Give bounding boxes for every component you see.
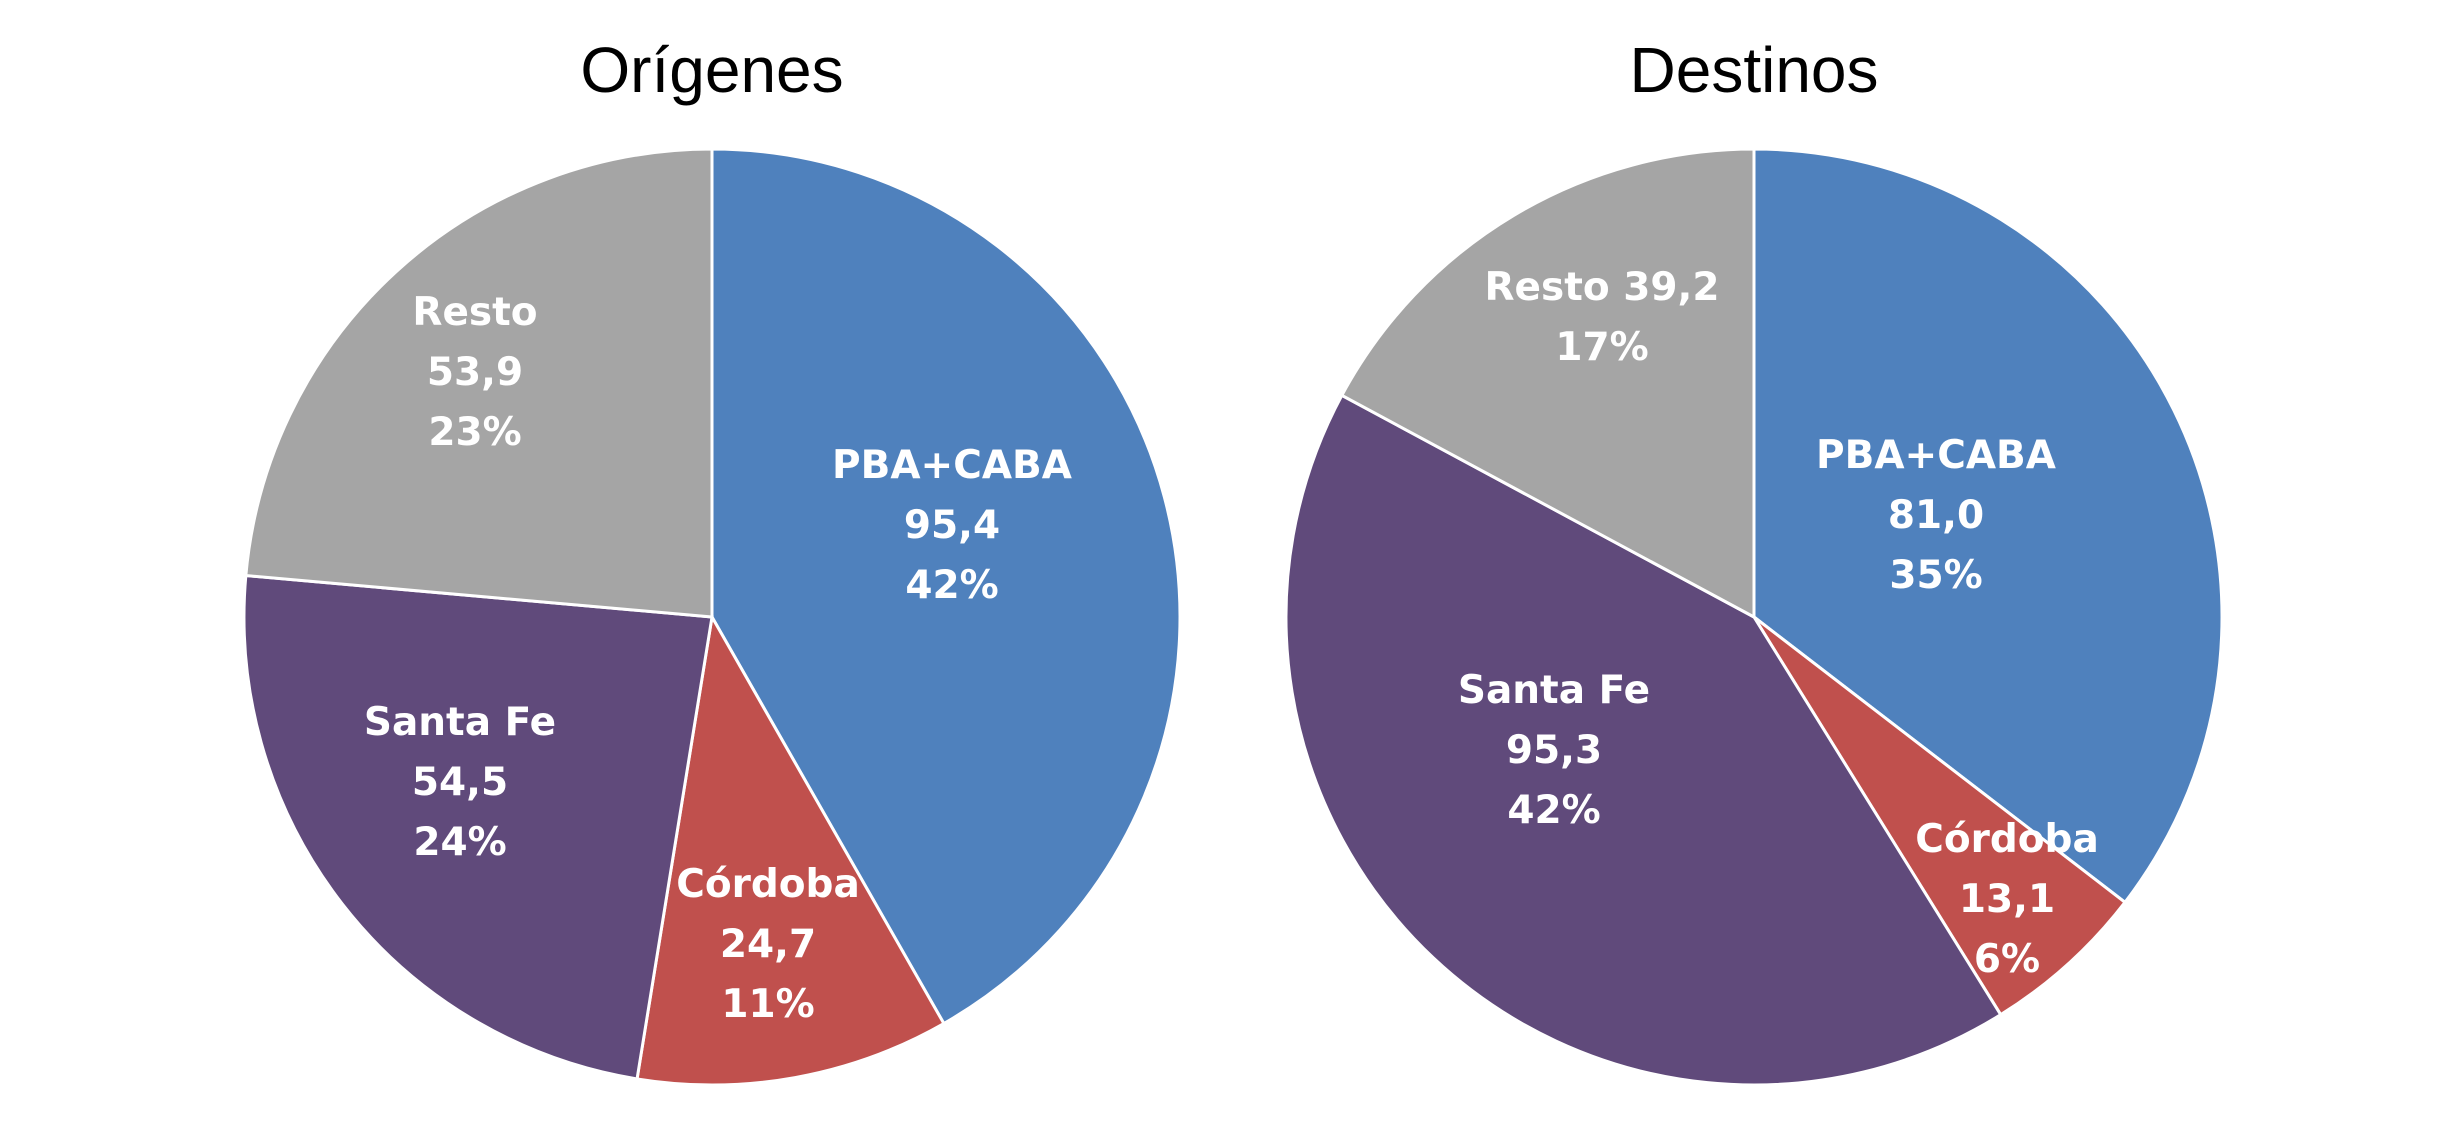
pie-destinos [1284, 147, 2224, 1087]
slice-label-line: 95,3 [1506, 728, 1602, 773]
slice-label-line: 24,7 [720, 922, 816, 967]
slice-label-origenes-resto: Resto 53,9 23% [412, 290, 537, 455]
slice-label-line: 24% [413, 820, 506, 865]
slice-label-line: Resto [412, 290, 537, 335]
slice-label-destinos-resto: Resto 39,2 17% [1485, 265, 1720, 370]
slice-label-line: Resto 39,2 [1485, 265, 1720, 310]
pie-slice-destinos-pba-caba [1752, 147, 2224, 905]
slice-label-destinos-cordoba: Córdoba 13,1 6% [1915, 817, 2099, 982]
slice-label-line: 11% [721, 982, 814, 1027]
slice-label-line: 54,5 [412, 760, 508, 805]
pie-slice-origenes-cordoba [635, 612, 946, 1087]
slice-label-line: 17% [1555, 325, 1648, 370]
pie-slice-destinos-resto [1339, 147, 1756, 620]
slice-label-line: Santa Fe [1458, 668, 1650, 713]
chart-origenes: Orígenes PBA+CABA 95,4 42% Córdoba 24,7 11% Sa… [242, 34, 1182, 1087]
slice-label-line: 53,9 [427, 350, 523, 395]
slice-label-line: 95,4 [904, 503, 1000, 548]
slice-label-line: 42% [905, 563, 998, 608]
slice-label-origenes-pba-caba: PBA+CABA 95,4 42% [832, 443, 1072, 608]
slice-label-line: 81,0 [1888, 493, 1984, 538]
slice-label-line: PBA+CABA [1816, 433, 2056, 478]
slice-label-line: 13,1 [1959, 877, 2055, 922]
pie-slice-origenes-resto [244, 147, 714, 619]
pie-slice-origenes-santa-fe [242, 573, 714, 1081]
slice-label-destinos-pba-caba: PBA+CABA 81,0 35% [1816, 433, 2056, 598]
slice-label-line: Córdoba [676, 862, 860, 907]
slice-label-line: Córdoba [1915, 817, 2099, 862]
chart-destinos: Destinos PBA+CABA 81,0 35% Córdoba 13,1 6% San… [1284, 34, 2224, 1087]
pie-slice-destinos-cordoba [1752, 615, 2128, 1017]
chart-title-origenes: Orígenes [580, 34, 843, 106]
pie-slice-destinos-santa-fe [1284, 393, 2003, 1087]
slice-label-origenes-cordoba: Córdoba 24,7 11% [676, 862, 860, 1027]
pie-slice-origenes-pba-caba [710, 147, 1182, 1026]
slice-label-line: 23% [428, 410, 521, 455]
slice-label-origenes-santa-fe: Santa Fe 54,5 24% [364, 700, 556, 865]
slice-label-line: PBA+CABA [832, 443, 1072, 488]
pie-labels-origenes: PBA+CABA 95,4 42% Córdoba 24,7 11% Santa Fe 54,… [364, 290, 1072, 1027]
pie-origenes [242, 147, 1182, 1087]
slice-label-line: 6% [1974, 937, 2040, 982]
slice-label-line: 35% [1889, 553, 1982, 598]
slice-label-line: 42% [1507, 788, 1600, 833]
slice-label-destinos-santa-fe: Santa Fe 95,3 42% [1458, 668, 1650, 833]
chart-title-destinos: Destinos [1630, 34, 1879, 106]
slice-label-line: Santa Fe [364, 700, 556, 745]
pie-labels-destinos: PBA+CABA 81,0 35% Córdoba 13,1 6% Santa Fe 95,3… [1458, 265, 2099, 982]
